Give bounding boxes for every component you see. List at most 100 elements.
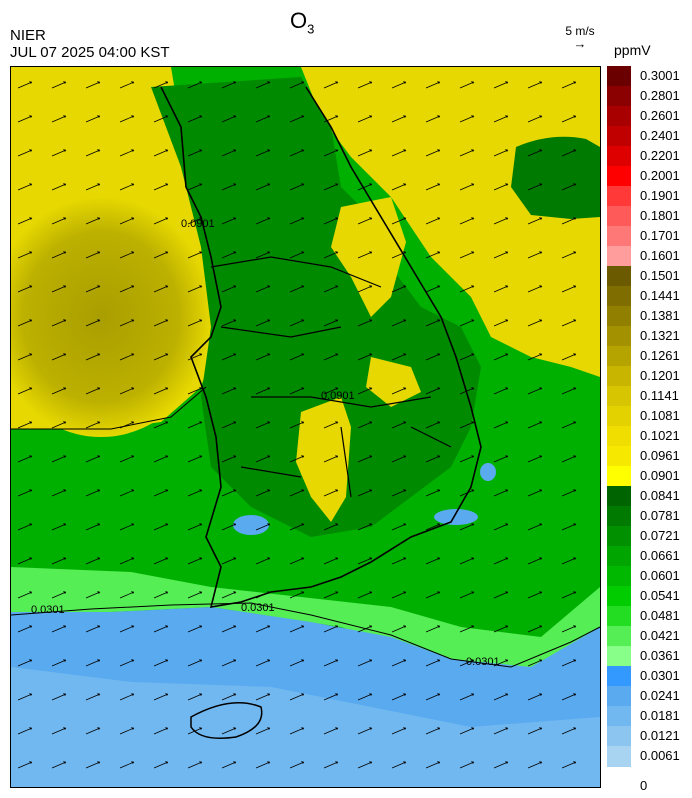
color-bar-label: 0.0361 xyxy=(640,648,680,663)
wind-arrow-icon xyxy=(561,217,577,225)
wind-arrowhead-icon xyxy=(267,353,270,356)
wind-arrow-icon xyxy=(391,557,407,565)
wind-arrowhead-icon xyxy=(63,183,66,186)
wind-arrowhead-icon xyxy=(437,693,440,696)
wind-arrow-icon xyxy=(255,659,271,667)
wind-arrow-icon xyxy=(289,489,305,497)
wind-arrow-icon xyxy=(187,693,203,701)
wind-arrow-icon xyxy=(493,455,509,463)
wind-arrow-icon xyxy=(323,455,339,463)
wind-arrowhead-icon xyxy=(165,693,168,696)
wind-arrowhead-icon xyxy=(301,761,304,764)
wind-arrow-icon xyxy=(323,727,339,735)
wind-arrow-icon xyxy=(425,183,441,191)
wind-arrow-icon xyxy=(289,183,305,191)
wind-arrow-icon xyxy=(119,727,135,735)
wind-arrow-icon xyxy=(527,523,543,531)
wind-arrowhead-icon xyxy=(29,115,32,118)
wind-arrow-icon xyxy=(119,523,135,531)
wind-arrow-icon xyxy=(51,659,67,667)
wind-arrowhead-icon xyxy=(199,387,202,390)
ozone-map-svg: 0.0301 0.0301 0.0301 0.0901 0.0901 xyxy=(11,67,600,787)
wind-arrow-icon xyxy=(391,591,407,599)
wind-arrow-icon xyxy=(255,489,271,497)
wind-arrowhead-icon xyxy=(301,421,304,424)
wind-arrowhead-icon xyxy=(471,625,474,628)
wind-arrow-icon xyxy=(425,761,441,769)
wind-arrow-icon xyxy=(51,523,67,531)
wind-arrow-icon xyxy=(357,251,373,259)
wind-arrowhead-icon xyxy=(539,693,542,696)
wind-arrowhead-icon xyxy=(437,387,440,390)
color-bar-label: 0.2001 xyxy=(640,168,680,183)
wind-arrowhead-icon xyxy=(539,149,542,152)
wind-arrow-icon xyxy=(255,387,271,395)
wind-arrowhead-icon xyxy=(267,523,270,526)
wind-arrowhead-icon xyxy=(301,591,304,594)
wind-arrow-icon xyxy=(459,761,475,769)
color-bar-label: 0.0541 xyxy=(640,588,680,603)
wind-arrowhead-icon xyxy=(403,81,406,84)
wind-arrowhead-icon xyxy=(471,693,474,696)
wind-arrowhead-icon xyxy=(539,115,542,118)
wind-arrow-icon xyxy=(187,659,203,667)
wind-arrow-icon xyxy=(357,387,373,395)
wind-arrowhead-icon xyxy=(539,421,542,424)
contour-0301 xyxy=(11,602,600,668)
wind-arrowhead-icon xyxy=(369,625,372,628)
wind-arrowhead-icon xyxy=(403,693,406,696)
wind-arrowhead-icon xyxy=(573,115,576,118)
wind-arrowhead-icon xyxy=(539,183,542,186)
wind-arrow-icon xyxy=(255,557,271,565)
wind-arrow-icon xyxy=(527,761,543,769)
wind-arrowhead-icon xyxy=(165,421,168,424)
wind-arrow-icon xyxy=(17,81,33,89)
wind-arrowhead-icon xyxy=(573,625,576,628)
wind-arrow-icon xyxy=(527,319,543,327)
wind-arrow-icon xyxy=(357,217,373,225)
wind-arrowhead-icon xyxy=(471,319,474,322)
wind-arrow-icon xyxy=(187,455,203,463)
wind-arrowhead-icon xyxy=(97,421,100,424)
wind-arrow-icon xyxy=(323,761,339,769)
wind-arrow-icon xyxy=(459,387,475,395)
wind-arrow-icon xyxy=(221,693,237,701)
wind-arrowhead-icon xyxy=(301,149,304,152)
wind-arrowhead-icon xyxy=(369,353,372,356)
color-bar xyxy=(607,66,631,767)
wind-arrowhead-icon xyxy=(233,761,236,764)
color-bar-segment xyxy=(607,646,631,667)
wind-arrow-icon xyxy=(391,285,407,293)
wind-arrowhead-icon xyxy=(471,591,474,594)
wind-arrow-icon xyxy=(527,115,543,123)
wind-arrow-icon xyxy=(425,285,441,293)
wind-arrow-icon xyxy=(391,455,407,463)
wind-arrow-icon xyxy=(425,251,441,259)
wind-arrow-icon xyxy=(357,319,373,327)
wind-arrowhead-icon xyxy=(539,523,542,526)
wind-arrow-icon xyxy=(85,557,101,565)
wind-arrowhead-icon xyxy=(97,727,100,730)
wind-arrow-icon xyxy=(85,285,101,293)
wind-arrowhead-icon xyxy=(97,693,100,696)
wind-arrowhead-icon xyxy=(97,455,100,458)
wind-arrow-icon xyxy=(425,217,441,225)
wind-arrow-icon xyxy=(187,353,203,361)
wind-arrowhead-icon xyxy=(97,115,100,118)
ozone-map: 0.0301 0.0301 0.0301 0.0901 0.0901 xyxy=(10,66,601,788)
wind-arrowhead-icon xyxy=(233,387,236,390)
color-bar-label: 0.1081 xyxy=(640,408,680,423)
wind-arrow-icon xyxy=(425,727,441,735)
wind-arrowhead-icon xyxy=(505,761,508,764)
wind-arrowhead-icon xyxy=(267,557,270,560)
wind-arrow-icon xyxy=(17,761,33,769)
wind-arrowhead-icon xyxy=(573,217,576,220)
wind-arrow-icon xyxy=(85,489,101,497)
wind-arrowhead-icon xyxy=(131,149,134,152)
wind-arrow-icon xyxy=(85,217,101,225)
wind-arrowhead-icon xyxy=(335,591,338,594)
wind-arrowhead-icon xyxy=(369,183,372,186)
color-bar-segment xyxy=(607,106,631,127)
wind-arrow-icon xyxy=(51,693,67,701)
wind-arrowhead-icon xyxy=(437,659,440,662)
